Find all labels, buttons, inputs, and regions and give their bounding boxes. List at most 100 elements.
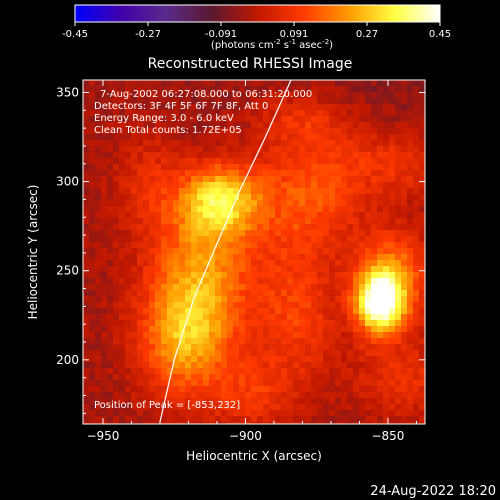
heatmap-cell <box>101 380 108 387</box>
heatmap-cell <box>389 218 396 225</box>
heatmap-cell <box>269 140 276 147</box>
heatmap-cell <box>251 308 258 315</box>
heatmap-cell <box>119 104 126 111</box>
heatmap-cell <box>335 140 342 147</box>
heatmap-cell <box>155 296 162 303</box>
heatmap-cell <box>311 242 318 249</box>
heatmap-cell <box>161 302 168 309</box>
heatmap-cell <box>131 356 138 363</box>
heatmap-cell <box>311 362 318 369</box>
heatmap-cell <box>155 374 162 381</box>
heatmap-cell <box>317 230 324 237</box>
heatmap-cell <box>311 398 318 405</box>
heatmap-cell <box>95 236 102 243</box>
heatmap-cell <box>155 182 162 189</box>
heatmap-cell <box>95 230 102 237</box>
heatmap-cell <box>395 284 402 291</box>
heatmap-cell <box>251 392 258 399</box>
heatmap-cell <box>269 152 276 159</box>
heatmap-cell <box>299 314 306 321</box>
heatmap-cell <box>119 92 126 99</box>
heatmap-cell <box>125 104 132 111</box>
heatmap-cell <box>227 314 234 321</box>
heatmap-cell <box>413 158 420 165</box>
heatmap-cell <box>407 302 414 309</box>
heatmap-cell <box>83 116 90 123</box>
heatmap-cell <box>245 116 252 123</box>
heatmap-cell <box>341 164 348 171</box>
heatmap-cell <box>185 320 192 327</box>
heatmap-cell <box>185 308 192 315</box>
heatmap-cell <box>95 158 102 165</box>
heatmap-cell <box>275 380 282 387</box>
heatmap-cell <box>155 98 162 105</box>
heatmap-cell <box>215 350 222 357</box>
heatmap-cell <box>305 404 312 411</box>
heatmap-cell <box>245 266 252 273</box>
heatmap-cell <box>329 290 336 297</box>
heatmap-cell <box>137 410 144 417</box>
heatmap-cell <box>419 290 425 297</box>
heatmap-cell <box>101 188 108 195</box>
heatmap-cell <box>281 116 288 123</box>
heatmap-cell <box>185 380 192 387</box>
heatmap-cell <box>95 140 102 147</box>
heatmap-cell <box>329 362 336 369</box>
heatmap-cell <box>215 338 222 345</box>
heatmap-cell <box>251 272 258 279</box>
heatmap-cell <box>365 266 372 273</box>
heatmap-cell <box>173 110 180 117</box>
heatmap-cell <box>293 404 300 411</box>
heatmap-cell <box>329 242 336 249</box>
heatmap-cell <box>221 362 228 369</box>
heatmap-cell <box>191 164 198 171</box>
heatmap-cell <box>275 404 282 411</box>
heatmap-cell <box>347 314 354 321</box>
heatmap-cell <box>269 398 276 405</box>
heatmap-cell <box>215 308 222 315</box>
heatmap-cell <box>383 404 390 411</box>
heatmap-cell <box>125 98 132 105</box>
heatmap-cell <box>377 410 384 417</box>
heatmap-cell <box>311 272 318 279</box>
heatmap-cell <box>161 152 168 159</box>
heatmap-cell <box>293 380 300 387</box>
heatmap-cell <box>161 380 168 387</box>
heatmap-cell <box>251 302 258 309</box>
heatmap-cell <box>389 386 396 393</box>
heatmap-cell <box>101 302 108 309</box>
heatmap-cell <box>197 224 204 231</box>
heatmap-cell <box>371 194 378 201</box>
heatmap-cell <box>233 344 240 351</box>
heatmap-cell <box>221 122 228 129</box>
heatmap-cell <box>383 416 390 423</box>
heatmap-cell <box>347 320 354 327</box>
heatmap-cell <box>125 146 132 153</box>
heatmap-cell <box>383 86 390 93</box>
heatmap-cell <box>407 422 414 424</box>
heatmap-cell <box>263 242 270 249</box>
heatmap-cell <box>101 176 108 183</box>
heatmap-cell <box>239 344 246 351</box>
heatmap-cell <box>251 404 258 411</box>
heatmap-cell <box>89 224 96 231</box>
heatmap-cell <box>119 206 126 213</box>
heatmap-cell <box>245 206 252 213</box>
heatmap-cell <box>329 326 336 333</box>
heatmap-cell <box>143 86 150 93</box>
heatmap-cell <box>131 284 138 291</box>
heatmap-cell <box>419 128 425 135</box>
heatmap-cell <box>197 254 204 261</box>
heatmap-cell <box>209 254 216 261</box>
heatmap-cell <box>371 176 378 183</box>
heatmap-cell <box>323 152 330 159</box>
heatmap-cell <box>227 326 234 333</box>
heatmap-cell <box>299 176 306 183</box>
heatmap-cell <box>347 284 354 291</box>
heatmap-cell <box>167 308 174 315</box>
heatmap-cell <box>161 320 168 327</box>
heatmap-cell <box>419 356 425 363</box>
heatmap-cell <box>191 182 198 189</box>
heatmap-cell <box>101 212 108 219</box>
heatmap-cell <box>377 128 384 135</box>
